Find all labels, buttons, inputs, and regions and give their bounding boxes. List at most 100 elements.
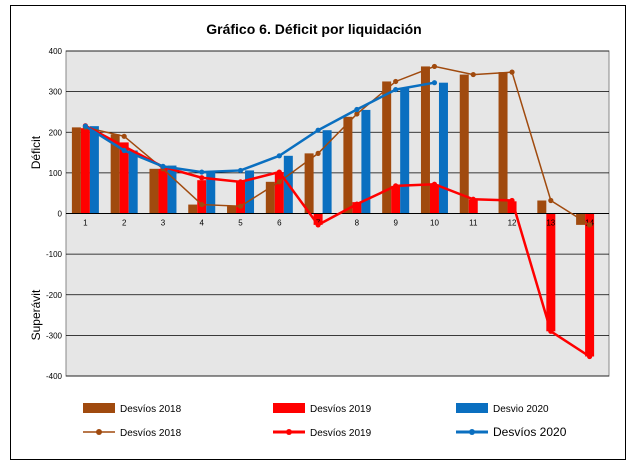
line-point-2-12 [509,197,515,204]
y-tick-label: 200 [49,128,63,137]
line-point-1-14 [587,222,593,228]
bar-3-10 [438,82,448,214]
legend-line-marker-2 [286,429,292,435]
bar-1-9 [382,81,392,214]
line-point-3-8 [354,106,360,113]
y-tick-label: 0 [58,210,63,219]
line-point-2-14 [587,353,593,360]
legend-bar-swatch-2 [273,403,305,413]
bar-2-10 [429,184,439,214]
chart-svg: Gráfico 6. Déficit por liquidación 40030… [29,21,610,439]
bar-2-13 [546,213,556,332]
line-point-3-3 [160,163,166,169]
y-tick-label: -400 [46,372,63,381]
bar-3-2 [128,150,138,214]
line-series-1 [85,65,591,226]
legend-line-label-2: Desvíos 2019 [310,428,372,439]
legend-line-label-1: Desvíos 2018 [120,428,182,439]
legend-bar-label-1: Desvíos 2018 [120,404,182,415]
line-point-1-9 [393,78,399,85]
x-tick-label: 8 [355,219,360,228]
x-tick-label: 5 [238,219,243,228]
line-point-1-8 [354,111,360,117]
bar-1-13 [537,200,547,214]
legend-bar-swatch-1 [83,403,115,413]
bar-2-3 [158,168,168,214]
legend-line-marker-3 [469,429,475,435]
line-point-1-12 [509,69,515,75]
bar-3-4 [206,171,216,214]
chart-frame: Gráfico 6. Déficit por liquidación 400 30… [10,5,626,460]
y-axis-label-superavit: Superávit [29,289,43,340]
line-point-1-2 [121,133,127,139]
line-point-1-5 [237,203,244,209]
y-tick-label: -200 [46,291,63,300]
line-point-2-10 [431,181,438,187]
legend-bar-label-3: Desvio 2020 [493,404,549,415]
y-tick-label: -100 [46,250,63,259]
line-point-2-9 [393,183,399,189]
y-tick-label: 400 [49,47,63,56]
bar-2-11 [468,199,478,214]
x-tick-label: 2 [122,219,127,228]
bar-2-6 [274,172,284,214]
line-point-3-6 [276,153,282,159]
bar-1-3 [149,168,159,214]
bar-2-12 [507,201,517,214]
line-point-1-13 [548,197,554,204]
bar-3-1 [89,126,99,214]
x-tick-label: 3 [161,219,166,228]
line-point-3-5 [237,167,244,174]
bar-1-5 [227,206,237,214]
line-point-2-6 [276,169,282,175]
line-point-3-7 [315,127,321,133]
legend-bar-swatch-3 [456,403,488,413]
bar-2-4 [197,180,207,214]
x-tick-label: 10 [430,219,439,228]
bar-1-10 [420,66,430,214]
x-tick-label: 6 [277,219,282,228]
line-point-2-4 [199,175,205,181]
y-tick-label: 100 [49,169,63,178]
bar-1-7 [304,153,314,214]
line-series-3 [84,81,435,174]
bar-1-12 [498,72,508,214]
bar-1-11 [459,74,469,214]
x-tick-label: 1 [83,219,88,228]
bar-3-8 [361,109,371,214]
bar-3-3 [167,165,177,214]
bar-1-6 [265,181,275,214]
line-point-3-10 [431,80,438,86]
line-point-2-8 [354,201,360,207]
bar-1-1 [71,127,81,214]
line-point-2-5 [237,179,244,185]
bar-2-2 [119,142,129,214]
line-point-1-4 [199,201,205,208]
y-tick-label: 300 [49,88,63,97]
x-tick-label: 13 [546,219,555,228]
x-tick-label: 12 [508,219,517,228]
bar-2-9 [391,185,401,214]
bar-2-1 [80,128,90,214]
legend-line-marker-1 [96,429,102,435]
line-point-1-7 [315,150,321,156]
bar-2-14 [585,213,595,357]
line-point-3-4 [199,169,205,175]
bar-3-7 [322,130,332,214]
legend-bar-label-2: Desvíos 2019 [310,404,372,415]
x-tick-label: 4 [200,219,205,228]
x-tick-label: 9 [393,219,398,228]
line-point-3-2 [121,147,127,154]
line-point-2-2 [121,143,127,150]
bar-2-8 [352,202,362,214]
line-series-2 [84,124,591,358]
line-point-1-6 [276,179,282,185]
bar-2-7 [313,213,323,225]
bar-2-5 [236,181,246,214]
bar-1-8 [343,116,353,214]
line-point-3-9 [393,86,399,93]
y-tick-label: -300 [46,331,63,340]
line-point-2-13 [548,328,554,334]
bar-1-2 [110,134,120,214]
bar-1-4 [188,204,198,214]
